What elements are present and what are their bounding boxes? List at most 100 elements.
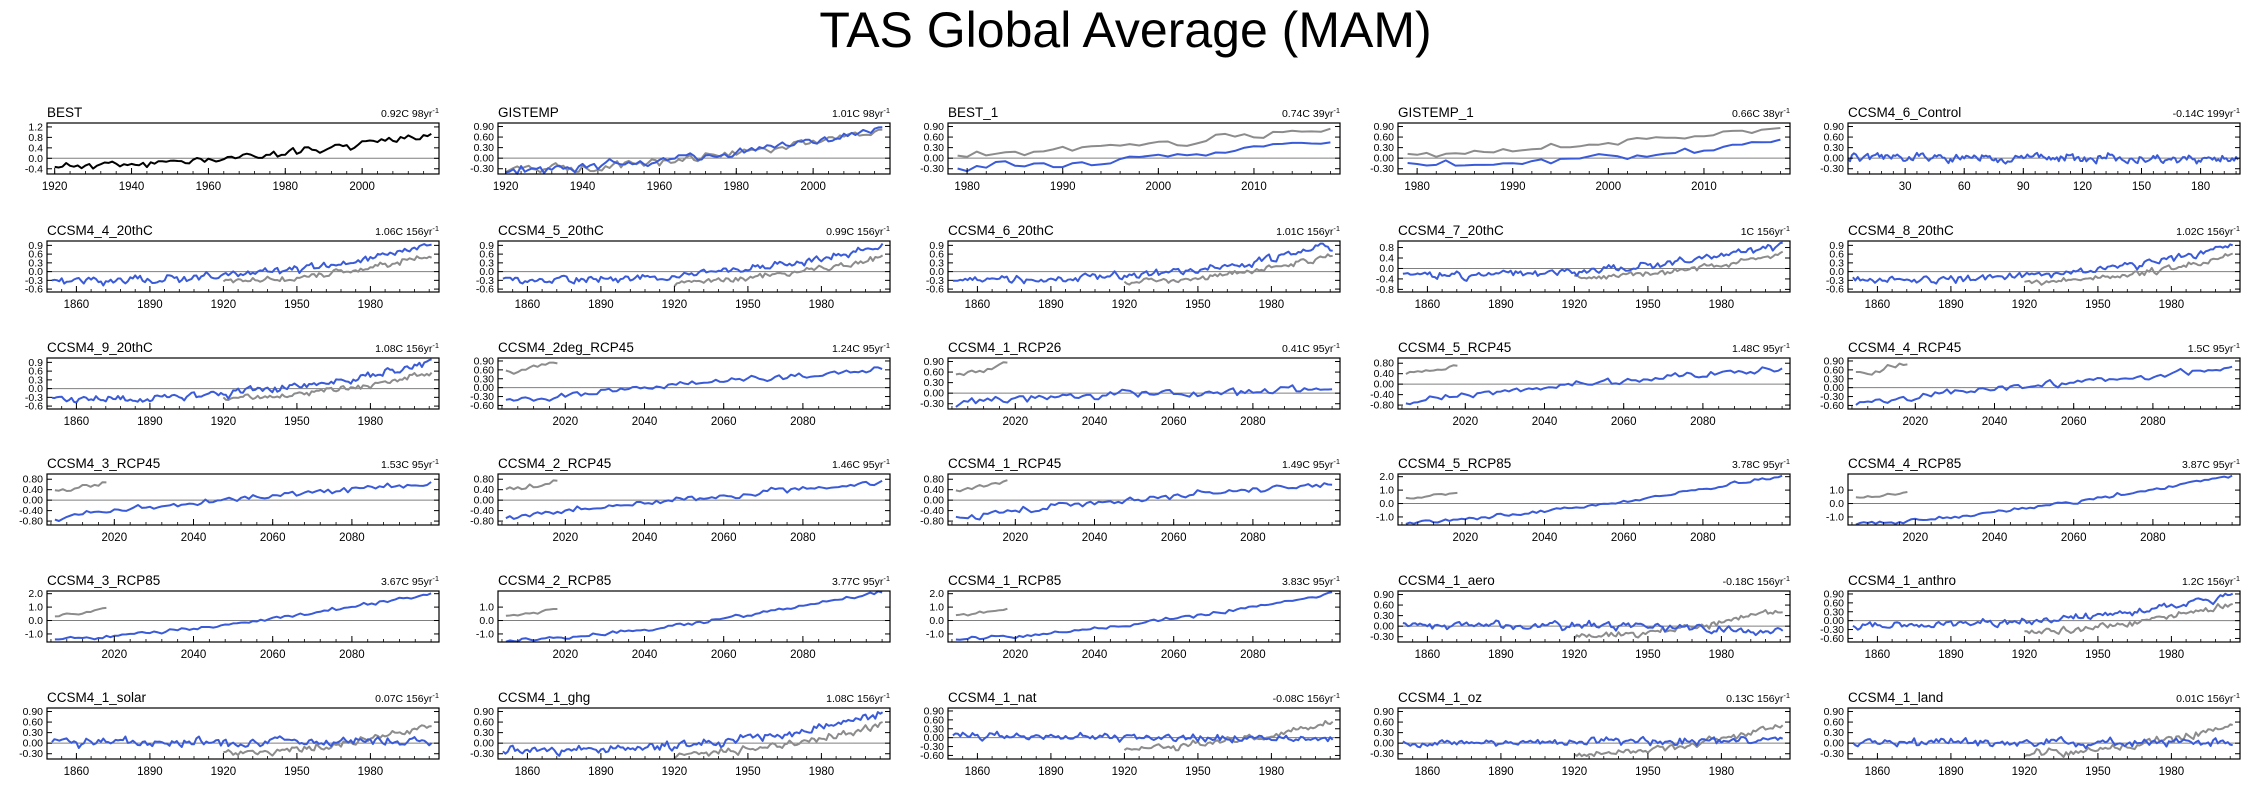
y-tick-label: 0.30 <box>1824 606 1845 618</box>
x-tick-label: 2080 <box>1690 532 1716 544</box>
y-tick-label: -1.0 <box>1826 511 1844 523</box>
y-tick-label: 0.00 <box>474 382 495 394</box>
x-tick-label: 2020 <box>553 649 579 661</box>
panel-stat-value: 1.08C 156yr <box>826 693 884 705</box>
y-tick-label: 0.90 <box>474 121 495 133</box>
y-tick-label: 2.0 <box>929 588 944 600</box>
x-tick-label: 1980 <box>358 766 384 778</box>
x-tick-label: 1990 <box>1050 181 1076 193</box>
x-tick-label: 1980 <box>1709 649 1735 661</box>
panel-ccsm4-1-solar: -0.300.000.300.600.90 1860 1890 1920 1950 198… <box>19 690 440 778</box>
y-tick-label: 0.60 <box>1824 132 1845 144</box>
y-tick-label: 0.90 <box>1824 588 1845 600</box>
series-model <box>1402 619 1784 637</box>
y-tick-label: 0.60 <box>1824 717 1845 729</box>
series-obs <box>505 479 558 491</box>
plot-frame <box>1847 122 2241 175</box>
x-tick-label: 150 <box>2132 181 2151 193</box>
x-tick-label: 1860 <box>64 416 90 428</box>
x-tick-label: 2060 <box>1611 416 1637 428</box>
panel-stat-value: 1.08C 156yr <box>375 343 433 355</box>
y-tick-label: 0.0 <box>1829 498 1844 510</box>
plot-frame <box>947 590 1341 643</box>
panel-stat-exponent: -1 <box>1783 106 1790 115</box>
panel-stat-exponent: -1 <box>1333 106 1340 115</box>
y-tick-label: 0.9 <box>929 240 944 252</box>
series-model <box>1855 365 2233 406</box>
x-tick-label: 1950 <box>284 299 310 311</box>
series-model <box>1405 366 1783 406</box>
x-tick-label: 1860 <box>515 299 541 311</box>
x-tick-label: 2020 <box>1003 416 1029 428</box>
x-tick-label: 1860 <box>1865 766 1891 778</box>
panel-ccsm4-6-20thc: -0.6-0.30.00.30.60.9 1860 1890 1920 1950 1980… <box>926 223 1341 311</box>
y-tick-label: -0.3 <box>25 275 43 287</box>
y-tick-label: 0.0 <box>929 615 944 627</box>
panel-name: BEST_1 <box>948 105 998 120</box>
plot-frame <box>46 122 440 175</box>
series-obs <box>505 608 558 617</box>
plot-frame <box>1397 473 1791 526</box>
x-tick-label: 1860 <box>1865 299 1891 311</box>
y-tick-label: 0.6 <box>479 249 494 261</box>
panel-stat-value: 1.02C 156yr <box>2176 226 2234 238</box>
y-tick-label: 0.30 <box>1374 727 1395 739</box>
panel-stat: 0.01C 156yr-1 <box>2176 691 2240 705</box>
panel-stat-value: 1.46C 95yr <box>832 459 884 471</box>
panel-stat-value: 0.66C 38yr <box>1732 108 1784 120</box>
y-tick-label: 0.30 <box>1374 142 1395 154</box>
panel-stat: 1.2C 156yr-1 <box>2182 574 2240 588</box>
x-tick-label: 1920 <box>211 416 237 428</box>
y-tick-label: 0.30 <box>474 142 495 154</box>
panel-stat-value: 0.92C 98yr <box>381 108 433 120</box>
x-tick-label: 1860 <box>64 766 90 778</box>
plot-frame <box>1397 122 1791 175</box>
series-model <box>502 711 884 757</box>
series-obs <box>1405 364 1458 375</box>
panel-name: CCSM4_3_RCP85 <box>47 573 160 588</box>
y-tick-label: 0.6 <box>1829 249 1844 261</box>
x-tick-label: 1980 <box>809 299 835 311</box>
panel-stat-value: 0.74C 39yr <box>1282 108 1334 120</box>
series-model <box>54 592 432 641</box>
x-tick-label: 1860 <box>965 766 991 778</box>
y-tick-label: 0.00 <box>1824 738 1845 750</box>
y-tick-label: 0.00 <box>23 738 44 750</box>
panel-ccsm4-4-rcp45: -0.60-0.300.000.300.600.90 2020 2040 2060 20… <box>1820 340 2241 428</box>
x-tick-label: 1950 <box>1635 766 1661 778</box>
y-tick-label: -0.30 <box>920 741 944 753</box>
y-tick-label: 0.90 <box>23 706 44 718</box>
series-gistemp_1-obs <box>1407 127 1781 158</box>
series-obs <box>1123 720 1334 752</box>
series-model <box>502 243 884 285</box>
plot-frame <box>1847 707 2241 760</box>
panel-ccsm4-8-20thc: -0.6-0.30.00.30.60.9 1860 1890 1920 1950 1980… <box>1826 223 2241 311</box>
y-tick-label: -0.6 <box>476 284 494 296</box>
x-tick-label: 1860 <box>965 299 991 311</box>
panel-stat-exponent: -1 <box>432 691 439 700</box>
series-model <box>1405 474 1783 525</box>
series-model <box>51 735 433 749</box>
x-tick-label: 1980 <box>2159 299 2185 311</box>
panel-stat: 1.49C 95yr-1 <box>1282 457 1340 471</box>
y-tick-label: 0.00 <box>1374 379 1395 391</box>
y-tick-label: -0.30 <box>19 748 43 760</box>
panel-stat-value: 3.78C 95yr <box>1732 459 1784 471</box>
series-obs <box>505 361 558 375</box>
panel-stat-exponent: -1 <box>2233 457 2240 466</box>
y-tick-label: 0.30 <box>1824 727 1845 739</box>
y-tick-label: 1.0 <box>479 602 494 614</box>
panel-stat: 1.02C 156yr-1 <box>2176 224 2240 238</box>
x-tick-label: 1890 <box>1038 299 1064 311</box>
y-tick-label: 0.00 <box>23 495 44 507</box>
panel-stat-value: 1.5C 95yr <box>2188 343 2234 355</box>
y-tick-label: 0.90 <box>474 706 495 718</box>
x-tick-label: 1860 <box>1865 649 1891 661</box>
panel-stat-value: -0.14C 199yr <box>2173 108 2234 120</box>
panel-stat: 1.08C 156yr-1 <box>826 691 890 705</box>
y-tick-label: -0.60 <box>1820 633 1844 645</box>
panel-stat-exponent: -1 <box>1333 574 1340 583</box>
x-tick-label: 2020 <box>1903 532 1929 544</box>
y-tick-label: 2.0 <box>1379 471 1394 483</box>
x-tick-label: 1890 <box>137 766 163 778</box>
